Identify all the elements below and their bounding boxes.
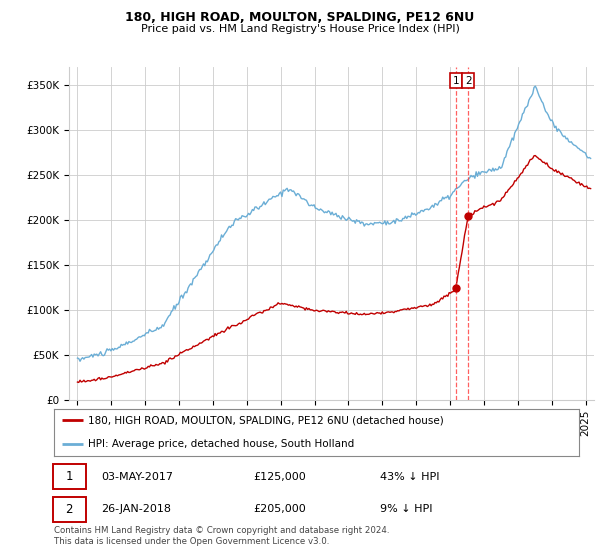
Text: £205,000: £205,000 xyxy=(254,505,306,515)
Text: 9% ↓ HPI: 9% ↓ HPI xyxy=(380,505,432,515)
Text: 1: 1 xyxy=(452,76,459,86)
FancyBboxPatch shape xyxy=(53,497,86,522)
Text: 180, HIGH ROAD, MOULTON, SPALDING, PE12 6NU: 180, HIGH ROAD, MOULTON, SPALDING, PE12 … xyxy=(125,11,475,24)
Text: 03-MAY-2017: 03-MAY-2017 xyxy=(101,472,173,482)
Text: 43% ↓ HPI: 43% ↓ HPI xyxy=(380,472,439,482)
Text: 2: 2 xyxy=(65,503,73,516)
Text: 2: 2 xyxy=(465,76,472,86)
FancyBboxPatch shape xyxy=(53,464,86,489)
Text: 1: 1 xyxy=(65,470,73,483)
Text: £125,000: £125,000 xyxy=(254,472,306,482)
Text: Price paid vs. HM Land Registry's House Price Index (HPI): Price paid vs. HM Land Registry's House … xyxy=(140,24,460,34)
Text: 26-JAN-2018: 26-JAN-2018 xyxy=(101,505,171,515)
Text: 180, HIGH ROAD, MOULTON, SPALDING, PE12 6NU (detached house): 180, HIGH ROAD, MOULTON, SPALDING, PE12 … xyxy=(88,415,444,425)
Text: HPI: Average price, detached house, South Holland: HPI: Average price, detached house, Sout… xyxy=(88,439,355,449)
Text: Contains HM Land Registry data © Crown copyright and database right 2024.
This d: Contains HM Land Registry data © Crown c… xyxy=(54,526,389,546)
